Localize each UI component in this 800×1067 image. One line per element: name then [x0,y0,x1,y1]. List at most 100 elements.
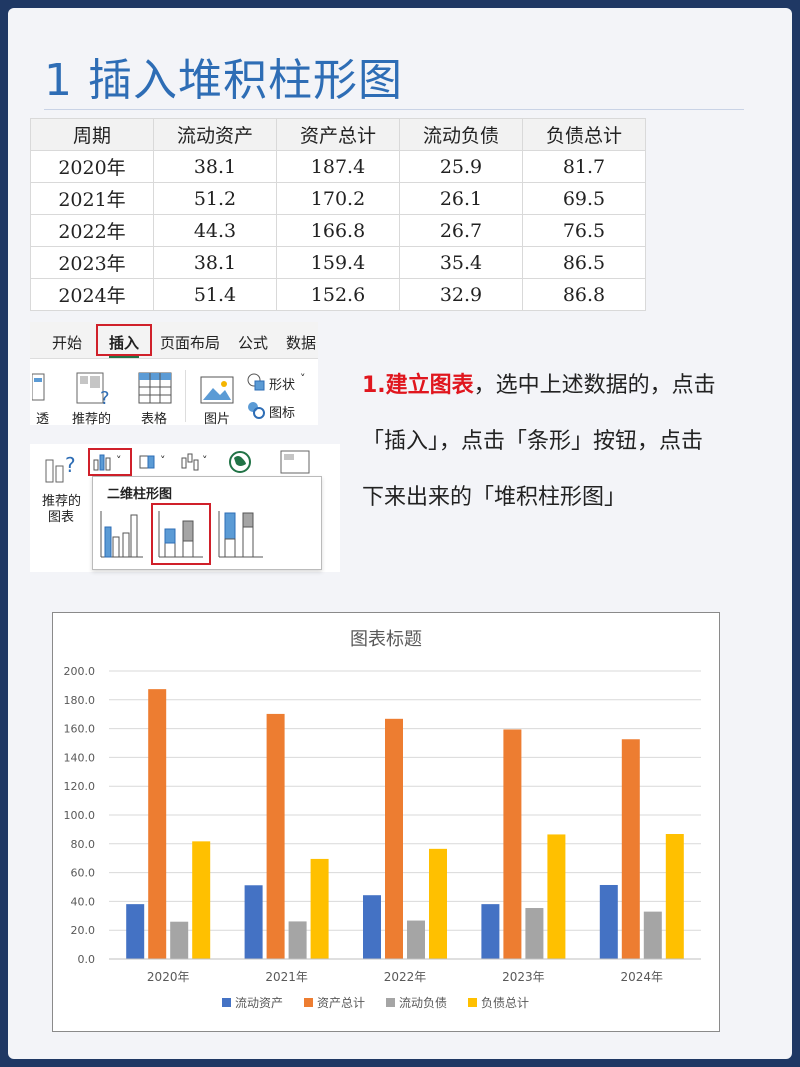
y-tick-label: 100.0 [64,809,96,822]
table-row: 2021年 51.2 170.2 26.1 69.5 [30,182,646,215]
table-cell: 51.2 [153,182,277,215]
x-tick-label: 2020年 [147,970,190,984]
bar-资产总计 [503,729,522,959]
chart-dropdown-screenshot: ? 推荐的 图表 ˅ ˅ ˅ [30,444,340,572]
table-cell: 152.6 [276,278,400,311]
table-cell: 2020年 [30,150,154,183]
bar-资产总计 [266,713,285,959]
y-tick-label: 60.0 [71,867,96,880]
table-row: 2024年 51.4 152.6 32.9 86.8 [30,278,646,311]
bar-负债总计 [547,834,566,959]
bar-chart-icon[interactable] [138,452,160,472]
bar-流动资产 [599,884,618,959]
bar-流动资产 [363,895,381,959]
bar-负债总计 [310,858,329,959]
bar-负债总计 [192,841,211,959]
table-cell: 32.9 [399,278,523,311]
tab-home[interactable]: 开始 [52,334,83,352]
bar-资产总计 [148,689,167,959]
clustered-column-icon[interactable] [99,507,145,561]
tab-page-layout[interactable]: 页面布局 [160,334,221,352]
instruction-highlight: 1.建立图表 [362,373,474,398]
tab-data[interactable]: 数据 [286,334,317,352]
legend-swatch [468,998,477,1007]
column-chart-icon[interactable] [92,452,114,472]
x-tick-label: 2022年 [384,970,427,984]
y-tick-label: 160.0 [64,723,96,736]
stacked-column-highlight [151,503,211,565]
table-cell: 81.7 [522,150,646,183]
table-header-row: 周期 流动资产 资产总计 流动负债 负债总计 [30,118,646,151]
bar-流动资产 [244,885,263,959]
bar-资产总计 [385,718,403,959]
header-cell: 周期 [30,118,154,151]
waterfall-dropdown-arrow[interactable]: ˅ [202,454,208,467]
icons-icon[interactable] [246,400,266,420]
table-cell: 69.5 [522,182,646,215]
instruction-line-3: 下来出来的「堆积柱形图」 [362,485,627,510]
bar-流动负债 [643,911,662,959]
recommended-charts-label-2: 图表 [48,510,75,525]
stacked-column-icon[interactable] [157,507,205,561]
table-cell: 25.9 [399,150,523,183]
y-tick-label: 180.0 [64,694,96,707]
shapes-dropdown-arrow[interactable]: ˅ [300,372,306,385]
bar-流动负债 [170,921,189,959]
recommended-charts-icon[interactable]: ? [44,450,80,484]
table-cell: 38.1 [153,150,277,183]
excel-ribbon: 开始 插入 页面布局 公式 数据 透 ? 推荐的 [30,322,318,427]
x-tick-label: 2024年 [621,970,664,984]
picture-icon[interactable] [200,376,234,404]
column-chart-dropdown: 二维柱形图 [92,476,322,570]
column-chart: 图表标题 0.0 20.0 40.0 60.0 80.0 100.0 120.0 140.0 16… [52,612,720,1032]
header-cell: 流动负债 [399,118,523,151]
table-cell: 44.3 [153,214,277,247]
bar-流动资产 [126,904,145,959]
pivot-chart-icon[interactable] [280,450,310,476]
chart-title: 图表标题 [350,629,422,650]
table-cell: 187.4 [276,150,400,183]
table-row: 2023年 38.1 159.4 35.4 86.5 [30,246,646,279]
bar-流动负债 [407,920,425,959]
map-chart-icon[interactable] [228,450,252,474]
table-label: 表格 [141,412,168,427]
shapes-icon[interactable] [246,372,266,392]
header-cell: 资产总计 [276,118,400,151]
table-cell: 2024年 [30,278,154,311]
header-cell: 流动资产 [153,118,277,151]
table-cell: 170.2 [276,182,400,215]
table-cell: 86.8 [522,278,646,311]
recommended-pivot-icon[interactable]: ? [76,372,112,406]
chart-svg: 图表标题 0.0 20.0 40.0 60.0 80.0 100.0 120.0 140.0 16… [64,629,701,1010]
y-tick-label: 80.0 [71,838,96,851]
instruction-text: 1.建立图表，选中上述数据的，点击 「插入」，点击「条形」按钮，点击 下来出来的… [362,358,762,526]
table-cell: 86.5 [522,246,646,279]
bar-负债总计 [429,848,447,959]
table-icon[interactable] [138,372,172,404]
waterfall-chart-icon[interactable] [180,452,202,472]
legend-label: 资产总计 [317,996,365,1010]
recommended-pivot-label: 推荐的 [72,412,112,427]
instruction-line-1: ，选中上述数据的，点击 [473,373,716,398]
table-cell: 2022年 [30,214,154,247]
dropdown-title: 二维柱形图 [107,487,173,502]
percent-stacked-column-icon[interactable] [217,507,265,561]
table-cell: 166.8 [276,214,400,247]
legend-label: 流动资产 [235,996,283,1010]
page-card: 1 插入堆积柱形图 周期 流动资产 资产总计 流动负债 负债总计 2020年 3… [8,8,792,1059]
column-chart-dropdown-arrow[interactable]: ˅ [116,454,122,467]
icons-label[interactable]: 图标 [269,406,296,421]
recommended-charts-label: 推荐的 [42,494,82,509]
page-title: 1 插入堆积柱形图 [44,55,403,106]
tab-formulas[interactable]: 公式 [238,334,269,352]
shapes-label[interactable]: 形状 [269,378,296,393]
pivot-table-icon[interactable] [32,372,46,402]
y-tick-label: 20.0 [71,924,96,937]
bar-chart-dropdown-arrow[interactable]: ˅ [160,454,166,467]
y-tick-label: 0.0 [78,953,96,966]
header-cell: 负债总计 [522,118,646,151]
data-table: 周期 流动资产 资产总计 流动负债 负债总计 2020年 38.1 187.4 … [30,118,646,311]
table-cell: 38.1 [153,246,277,279]
instruction-line-2: 「插入」，点击「条形」按钮，点击 [362,429,704,454]
tab-insert[interactable]: 插入 [109,334,140,358]
